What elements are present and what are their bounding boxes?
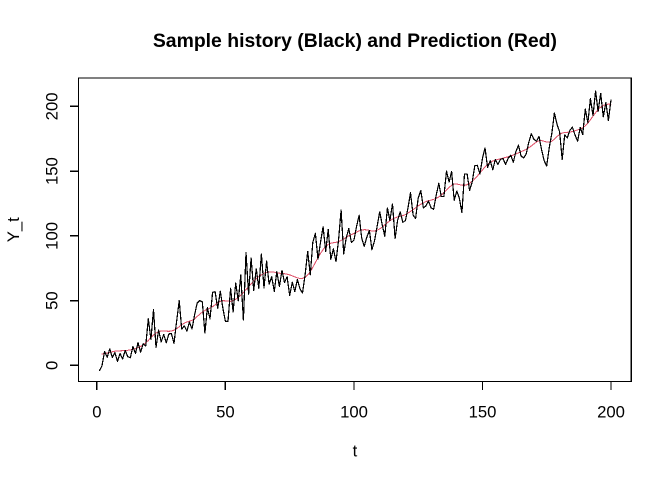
svg-text:0: 0 (92, 403, 101, 422)
svg-text:200: 200 (43, 92, 62, 120)
svg-text:t: t (353, 442, 358, 461)
svg-text:150: 150 (43, 157, 62, 185)
svg-text:100: 100 (340, 403, 368, 422)
svg-text:50: 50 (216, 403, 235, 422)
svg-text:Sample history (Black) and Pre: Sample history (Black) and Prediction (R… (153, 30, 557, 52)
svg-text:Y_t: Y_t (4, 217, 23, 242)
svg-text:0: 0 (43, 361, 62, 370)
svg-text:50: 50 (43, 291, 62, 310)
svg-text:100: 100 (43, 222, 62, 250)
svg-text:200: 200 (597, 403, 625, 422)
svg-text:150: 150 (469, 403, 497, 422)
